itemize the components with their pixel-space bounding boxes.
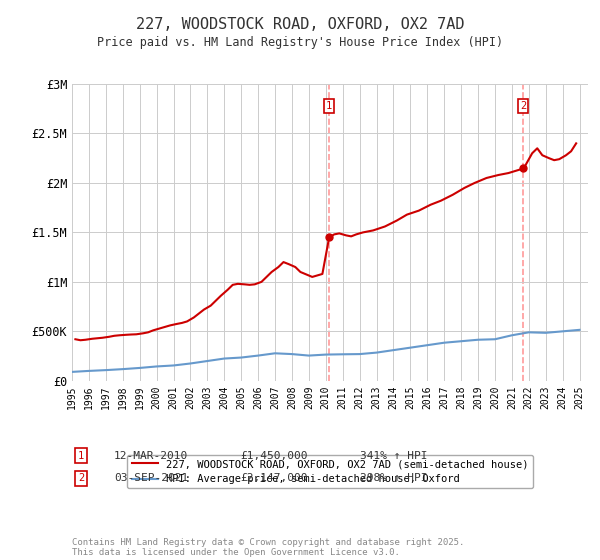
Text: 1: 1	[78, 451, 84, 461]
Legend: 227, WOODSTOCK ROAD, OXFORD, OX2 7AD (semi-detached house), HPI: Average price, : 227, WOODSTOCK ROAD, OXFORD, OX2 7AD (se…	[127, 455, 533, 488]
Text: 298% ↑ HPI: 298% ↑ HPI	[360, 473, 427, 483]
Text: Price paid vs. HM Land Registry's House Price Index (HPI): Price paid vs. HM Land Registry's House …	[97, 36, 503, 49]
Text: Contains HM Land Registry data © Crown copyright and database right 2025.
This d: Contains HM Land Registry data © Crown c…	[72, 538, 464, 557]
Text: 1: 1	[326, 101, 332, 111]
Text: 03-SEP-2021: 03-SEP-2021	[114, 473, 188, 483]
Text: £2,147,000: £2,147,000	[240, 473, 308, 483]
Text: £1,450,000: £1,450,000	[240, 451, 308, 461]
Text: 2: 2	[520, 101, 526, 111]
Text: 227, WOODSTOCK ROAD, OXFORD, OX2 7AD: 227, WOODSTOCK ROAD, OXFORD, OX2 7AD	[136, 17, 464, 32]
Text: 12-MAR-2010: 12-MAR-2010	[114, 451, 188, 461]
Text: 2: 2	[78, 473, 84, 483]
Text: 341% ↑ HPI: 341% ↑ HPI	[360, 451, 427, 461]
